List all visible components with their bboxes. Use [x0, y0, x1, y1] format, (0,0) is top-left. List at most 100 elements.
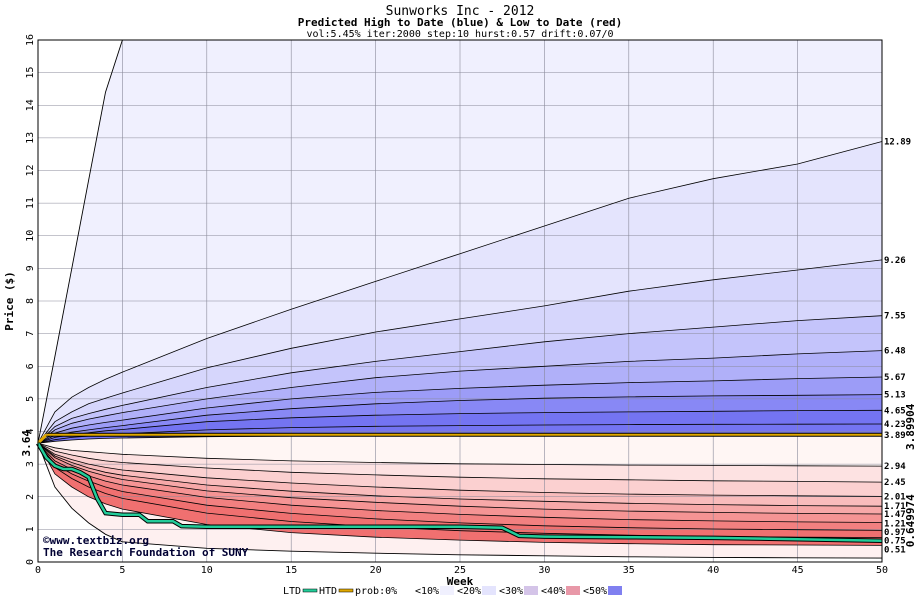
high-line-4: [37, 376, 883, 444]
y-tick-label: 4: [25, 428, 36, 434]
y-tick-label: 3: [25, 461, 36, 467]
high-end-label: 7.55: [884, 312, 906, 322]
high-line-0: [37, 141, 883, 444]
y-tick-label: 14: [25, 99, 36, 111]
low-percentile-lines: [37, 442, 883, 546]
high-band-3: [38, 315, 882, 444]
x-tick-label: 20: [370, 565, 382, 576]
y-tick-label: 11: [25, 197, 36, 209]
y-tick-label: 9: [25, 265, 36, 271]
high-end-label: 4.65: [884, 406, 906, 416]
x-tick-label: 45: [792, 565, 804, 576]
low-end-label: 2.94: [884, 462, 906, 472]
ltd-htd-lines: [36, 432, 883, 544]
low-line-0: [37, 442, 883, 467]
legend-prob-swatch: [524, 586, 538, 595]
high-band-6: [38, 394, 882, 444]
chart-subtitle: Predicted High to Date (blue) & Low to D…: [298, 16, 623, 29]
envelope-lines: [37, 39, 883, 559]
chart-title: Sunworks Inc - 2012: [386, 4, 535, 19]
high-line-1: [37, 259, 883, 444]
y-tick-label: 10: [25, 230, 36, 242]
x-tick-label: 50: [876, 565, 888, 576]
ltd-line: [36, 442, 883, 543]
low-line-2: [37, 442, 883, 497]
legend-prob-label: <30%: [499, 586, 523, 597]
high-line-2: [37, 315, 883, 444]
x-tick-label: 35: [623, 565, 635, 576]
high-line-7: [37, 423, 883, 444]
y-tick-label: 7: [25, 331, 36, 337]
y-tick-label: 6: [25, 363, 36, 369]
legend-prob-swatch: [440, 586, 454, 595]
low-end-label: 2.45: [884, 478, 906, 488]
high-end-label: 5.13: [884, 391, 906, 401]
x-tick-label: 15: [285, 565, 297, 576]
legend-prob-label: <50%: [583, 586, 607, 597]
legend-ltd-swatch: [302, 588, 318, 593]
y-axis-label: Price ($): [3, 271, 16, 331]
legend-prob-swatch: [482, 586, 496, 595]
low-end-label: 1.47: [884, 510, 906, 520]
envelope-upper: [37, 39, 123, 444]
y-tick-label: 0: [25, 559, 36, 565]
legend-htd-label: HTD: [319, 586, 337, 597]
legend-prob-label: <10%: [415, 586, 439, 597]
high-end-label: 3.89: [884, 431, 906, 441]
x-tick-label: 0: [35, 565, 41, 576]
low-band-6: [38, 443, 882, 531]
low-band-2: [38, 443, 882, 497]
y-tick-label: 1: [25, 526, 36, 532]
low-band-1: [38, 443, 882, 483]
legend-prob-label: prob:0%: [355, 586, 397, 597]
low-line-4: [37, 442, 883, 515]
low-end-label: 0.97: [884, 528, 906, 538]
high-end-label: 12.89: [884, 137, 911, 147]
low-line-6: [37, 442, 883, 531]
high-line-5: [37, 394, 883, 444]
y-tick-label: 5: [25, 396, 36, 402]
legend-prob-swatch: [566, 586, 580, 595]
low-end-label: 0.75: [884, 536, 906, 546]
legend: LTD HTD prob:0% <10% <20% <30% <40% <50%: [283, 586, 622, 597]
low-end-label: 0.51: [884, 546, 906, 556]
high-end-label: 9.26: [884, 256, 906, 266]
low-end-label: 1.21: [884, 520, 906, 530]
credit-line-2: The Research Foundation of SUNY: [43, 546, 249, 559]
low-band-7: [38, 443, 882, 538]
current-value-label: 3.89904: [904, 403, 917, 450]
legend-prob-swatch: [608, 586, 622, 595]
low-value-label: 0.649974: [904, 494, 917, 547]
start-value-label: 3.64: [20, 430, 33, 457]
high-band-5: [38, 377, 882, 444]
htd-line-start: [36, 433, 48, 445]
low-band-8: [38, 443, 882, 546]
low-end-label: 1.71: [884, 502, 906, 512]
x-tick-label: 10: [201, 565, 213, 576]
credit-line-1: ©www.textbiz.org: [43, 534, 149, 547]
high-end-label: 6.48: [884, 347, 906, 357]
high-band-7: [38, 410, 882, 444]
legend-prob-label: <20%: [457, 586, 481, 597]
legend-prob-label: <40%: [541, 586, 565, 597]
legend-htd-swatch: [338, 588, 354, 593]
x-tick-labels: 0 5 10 15 20 25 30 35 40 45 50: [35, 565, 888, 576]
y-tick-label: 13: [25, 132, 36, 144]
end-value-labels: 12.89 9.26 7.55 6.48 5.67 5.13 4.65 4.233.89 2.9…: [884, 137, 911, 555]
envelope-lower: [37, 443, 883, 559]
x-tick-label: 5: [119, 565, 125, 576]
chart-params: vol:5.45% iter:2000 step:10 hurst:0.57 d…: [306, 29, 613, 40]
y-tick-label: 8: [25, 298, 36, 304]
low-line-1: [37, 442, 883, 483]
legend-prob-swatch: [398, 586, 412, 595]
y-tick-label: 2: [25, 494, 36, 500]
x-tick-label: 25: [454, 565, 466, 576]
high-line-3: [37, 350, 883, 444]
high-end-label: 5.67: [884, 373, 906, 383]
x-tick-label: 40: [707, 565, 719, 576]
legend-ltd-label: LTD: [283, 586, 301, 597]
y-tick-label: 16: [25, 34, 36, 46]
high-end-label: 4.23: [884, 420, 906, 430]
